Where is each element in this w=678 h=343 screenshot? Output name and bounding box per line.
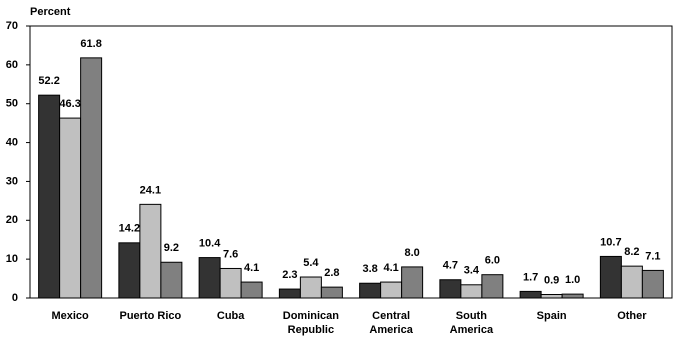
bar: [460, 284, 483, 299]
bar: [359, 282, 382, 299]
bar: [401, 266, 424, 299]
value-label: 52.2: [38, 75, 59, 87]
bar: [299, 276, 322, 299]
bar: [620, 265, 643, 299]
plot-frame: [29, 25, 673, 299]
bar: [198, 257, 221, 299]
value-label: 1.7: [523, 271, 538, 283]
y-tick-label: 30: [6, 175, 18, 187]
value-label: 46.3: [59, 98, 80, 110]
bar: [599, 255, 622, 299]
x-tick-label: South America: [449, 310, 494, 336]
bar: [118, 242, 141, 299]
value-label: 4.1: [244, 262, 259, 274]
x-tick-label: Puerto Rico: [119, 310, 182, 322]
bar: [80, 57, 103, 299]
bar: [139, 203, 162, 299]
value-label: 10.7: [600, 236, 621, 248]
value-label: 8.2: [624, 246, 639, 258]
value-label: 6.0: [485, 255, 500, 267]
y-tick-label: 70: [6, 20, 18, 32]
bar: [240, 281, 263, 299]
bar: [641, 269, 664, 299]
bar: [278, 288, 301, 299]
y-axis-label: Percent: [30, 6, 71, 18]
value-label: 0.9: [544, 274, 559, 286]
x-tick-label: Other: [617, 310, 647, 322]
y-tick-label: 10: [6, 253, 18, 265]
bar: [38, 94, 61, 299]
value-label: 9.2: [164, 242, 179, 254]
y-tick-label: 40: [6, 136, 18, 148]
value-label: 7.6: [223, 248, 238, 260]
bar: [481, 274, 504, 299]
bar: [519, 290, 542, 299]
x-tick-label: Central America: [369, 310, 413, 336]
value-label: 5.4: [303, 257, 319, 269]
x-tick-label: Spain: [536, 310, 567, 322]
x-tick-label: Cuba: [216, 310, 245, 322]
bar: [160, 261, 183, 299]
bar: [320, 286, 343, 299]
value-label: 2.3: [282, 269, 297, 281]
bar: [59, 117, 82, 299]
value-label: 14.2: [119, 223, 140, 235]
value-label: 3.4: [464, 265, 480, 277]
y-tick-label: 20: [6, 214, 18, 226]
value-label: 4.7: [443, 260, 458, 272]
value-label: 4.1: [383, 262, 398, 274]
y-tick-label: 0: [12, 292, 18, 304]
value-label: 10.4: [199, 237, 221, 249]
value-label: 3.8: [362, 263, 377, 275]
y-tick-label: 50: [6, 98, 18, 110]
value-label: 24.1: [140, 184, 161, 196]
value-label: 1.0: [565, 274, 580, 286]
bar: [219, 267, 242, 299]
bar: [380, 281, 403, 299]
y-tick-label: 60: [6, 59, 18, 71]
value-label: 61.8: [80, 38, 101, 50]
value-label: 7.1: [645, 250, 660, 262]
bar: [561, 293, 584, 299]
x-tick-label: Dominican Republic: [282, 310, 339, 336]
bar: [540, 294, 563, 299]
bar: [439, 279, 462, 299]
value-label: 8.0: [404, 247, 419, 259]
value-label: 2.8: [324, 267, 339, 279]
x-tick-label: Mexico: [51, 310, 89, 322]
